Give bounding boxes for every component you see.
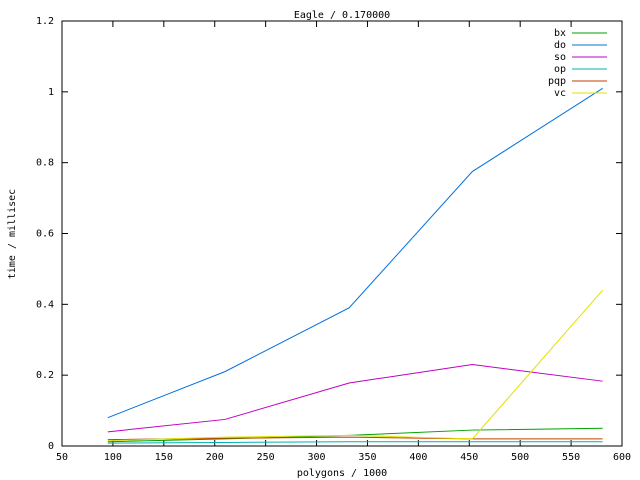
x-tick-label: 150 — [155, 452, 173, 463]
x-tick-label: 250 — [257, 452, 275, 463]
chart-title: Eagle / 0.170000 — [294, 10, 390, 21]
legend-label: pqp — [548, 76, 566, 87]
x-tick-label: 300 — [308, 452, 326, 463]
legend-label: vc — [554, 88, 566, 99]
x-tick-label: 350 — [358, 452, 376, 463]
y-tick-label: 1.2 — [36, 16, 54, 27]
x-tick-label: 50 — [56, 452, 68, 463]
x-tick-label: 500 — [511, 452, 529, 463]
y-tick-label: 0.2 — [36, 370, 54, 381]
y-axis-label: time / millisec — [7, 189, 18, 279]
x-tick-label: 550 — [562, 452, 580, 463]
y-tick-label: 1 — [48, 87, 54, 98]
x-tick-label: 100 — [104, 452, 122, 463]
series-line — [107, 364, 603, 433]
y-tick-label: 0.4 — [36, 299, 54, 310]
series-line — [107, 441, 603, 444]
series-line — [107, 87, 603, 419]
y-tick-label: 0.8 — [36, 158, 54, 169]
x-tick-label: 600 — [613, 452, 631, 463]
legend-label: so — [554, 52, 566, 63]
x-tick-label: 200 — [206, 452, 224, 463]
x-tick-label: 400 — [409, 452, 427, 463]
series-line — [107, 289, 604, 442]
x-axis-label: polygons / 1000 — [297, 468, 387, 479]
y-tick-label: 0.6 — [36, 229, 54, 240]
y-tick-label: 0 — [48, 441, 54, 452]
x-tick-label: 450 — [460, 452, 478, 463]
legend-label: op — [554, 64, 566, 75]
legend-label: bx — [554, 28, 566, 39]
legend-label: do — [554, 40, 566, 51]
